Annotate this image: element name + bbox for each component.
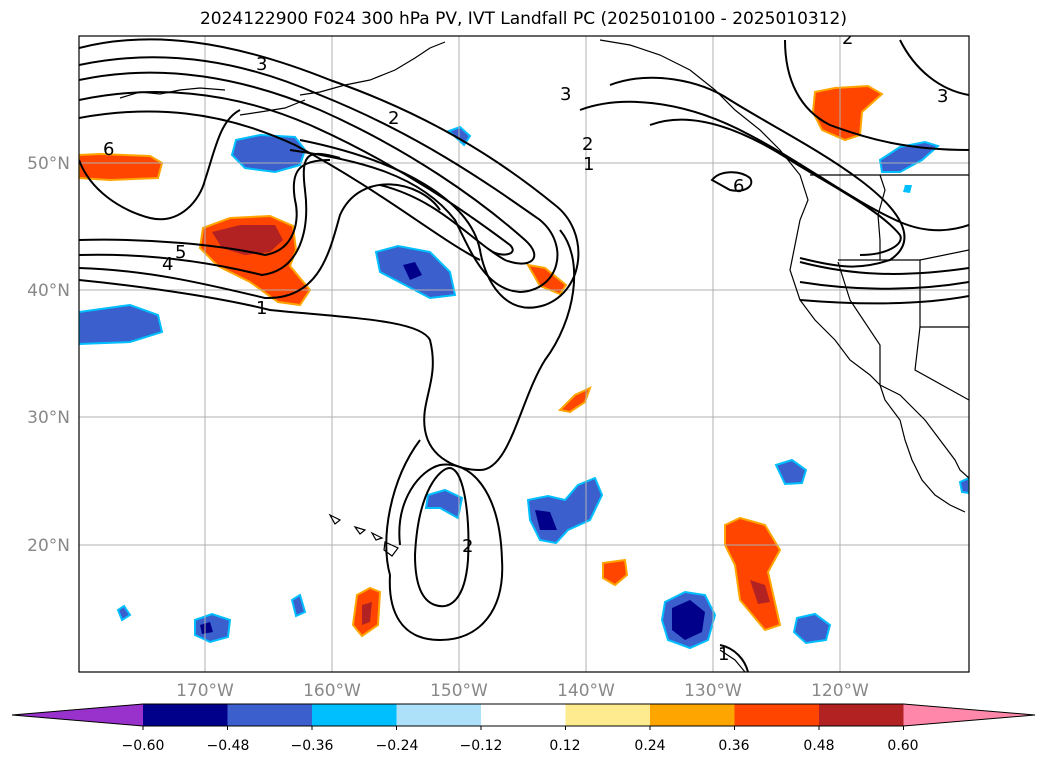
colorbar-cell [396,704,482,726]
lat-label: 40°N [27,281,70,301]
anomaly-region [194,612,232,644]
contour-label: 2 [388,108,399,129]
latitude-labels: 50°N 40°N 30°N 20°N [27,154,70,556]
colorbar-tick-labels: −0.60 −0.48 −0.36 −0.24 −0.12 0.12 0.24 … [122,738,919,754]
anomaly-region [79,152,164,182]
colorbar-tick-label: −0.12 [460,738,503,754]
colorbar-tick-label: 0.48 [803,738,834,754]
contour-label: 5 [175,242,186,263]
contour-label: 1 [256,298,267,319]
contour-label: 3 [560,84,571,105]
colorbar-cell [819,704,904,726]
anomaly-region [230,133,307,174]
contour-label: 2 [582,134,593,155]
colorbar-cell [143,704,228,726]
anomaly-region [811,84,884,142]
colorbar-cell [734,704,820,726]
lon-label: 130°W [684,681,742,701]
anomaly-region [79,303,164,346]
contour-label: 1 [718,644,729,665]
contour-label: 2 [842,28,853,49]
colorbar-extend-max [903,704,1035,726]
colorbar-tick-label: −0.60 [122,738,165,754]
colorbar-tick-label: 0.36 [718,738,749,754]
anomaly-region [212,225,283,255]
anomaly-region [424,488,464,520]
colorbar-cell [650,704,735,726]
map-frame [78,35,970,673]
anomaly-region [774,458,808,486]
colorbar-cell [565,704,651,726]
anomaly-region [290,593,307,618]
anomaly-region [557,386,592,414]
anomaly-region [362,602,372,625]
map-area [79,36,969,672]
anomaly-region [672,600,705,640]
anomaly-region [535,510,557,530]
pv-contours [79,38,969,672]
anomaly-region [792,612,832,645]
contour-label: 3 [937,86,948,107]
anomaly-region [602,558,629,587]
anomaly-region [958,476,969,495]
anomaly-region [116,604,132,622]
colorbar-tick-label: −0.48 [207,738,250,754]
longitude-labels: 170°W 160°W 150°W 140°W 130°W 120°W [176,681,869,701]
anomaly-region [750,580,770,604]
lat-label: 30°N [27,408,70,428]
lon-label: 150°W [430,681,488,701]
anomaly-region [403,262,422,280]
lat-label: 20°N [27,536,70,556]
anomaly-region [903,185,912,193]
lon-label: 140°W [557,681,615,701]
contour-label: 6 [733,176,744,197]
contour-label: 3 [256,54,267,75]
colorbar-tick-label: 0.24 [634,738,665,754]
colorbar [11,703,1036,730]
colorbar-extend-min [12,704,143,726]
colorbar-tick-label: 0.12 [549,738,580,754]
contour-labels: 3 2 1 6 5 4 1 3 2 1 6 3 2 2 [103,28,948,665]
contour-label: 1 [583,154,594,175]
contour-label: 2 [462,536,473,557]
colorbar-tick-label: 0.60 [887,738,918,754]
colorbar-cell [312,704,397,726]
lat-label: 50°N [27,154,70,174]
positive-anomaly-fills [79,84,884,638]
colorbar-cell [227,704,313,726]
anomaly-region [200,622,213,634]
lon-label: 120°W [811,681,869,701]
contour-label: 4 [162,254,173,275]
gridlines [79,36,969,672]
colorbar-tick-label: −0.36 [291,738,334,754]
contour-label: 6 [103,139,114,160]
figure-title: 2024122900 F024 300 hPa PV, IVT Landfall… [199,9,847,29]
lon-label: 160°W [303,681,361,701]
colorbar-cell [481,704,566,726]
colorbar-tick-label: −0.24 [376,738,419,754]
lon-label: 170°W [176,681,234,701]
